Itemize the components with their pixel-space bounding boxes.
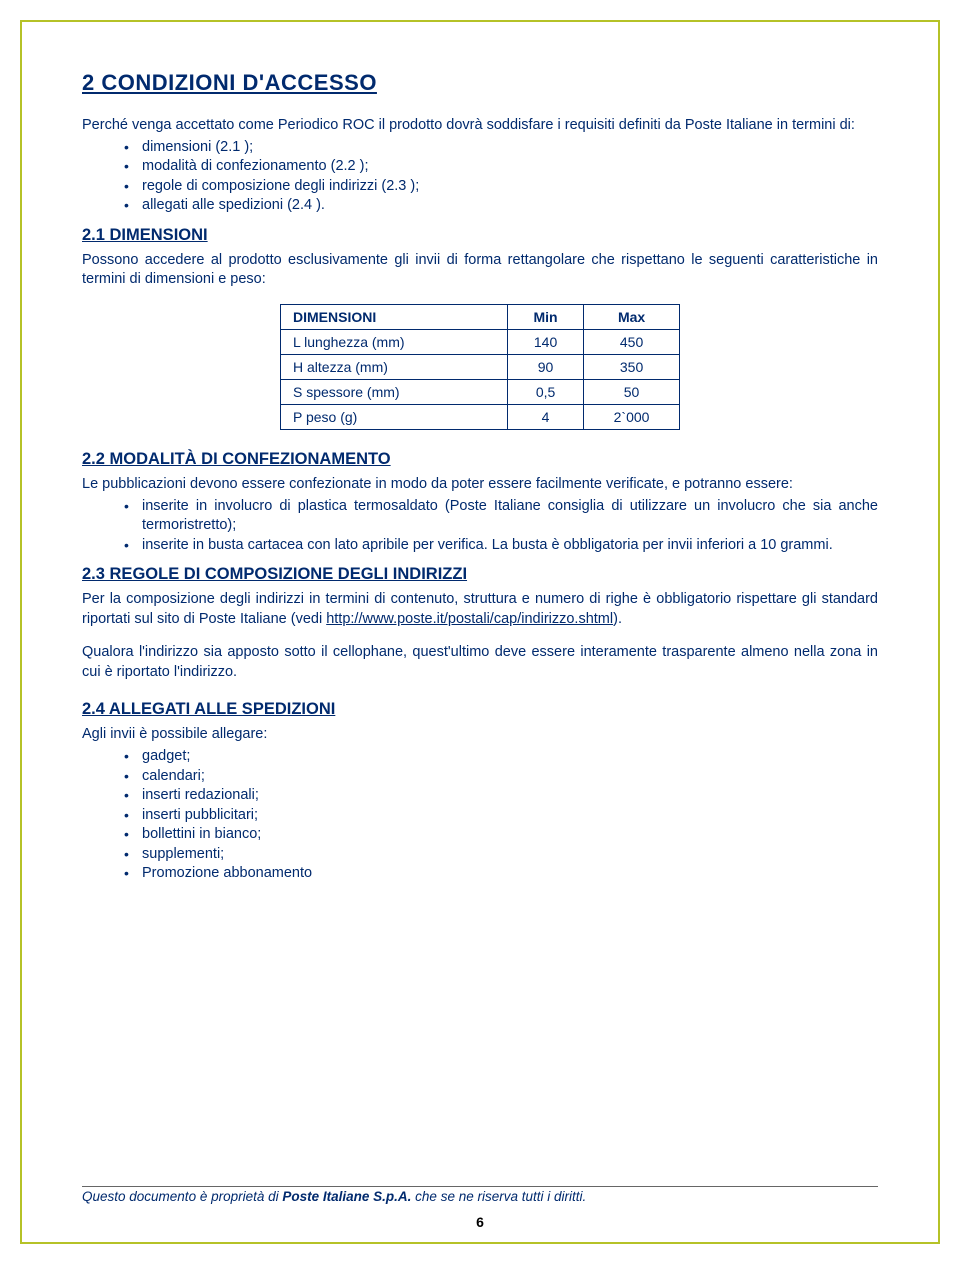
table-cell: 0,5 — [508, 379, 584, 404]
list-item: inserti redazionali; — [124, 786, 878, 806]
dimensions-table-wrap: DIMENSIONI Min Max L lunghezza (mm) 140 … — [280, 304, 680, 430]
document-page: 2 CONDIZIONI D'ACCESSO Perché venga acce… — [20, 20, 940, 1244]
table-row: P peso (g) 4 2`000 — [281, 404, 680, 429]
intro-list: dimensioni (2.1 ); modalità di confezion… — [82, 138, 878, 216]
section-2-3-heading: 2.3 REGOLE DI COMPOSIZIONE DEGLI INDIRIZ… — [82, 565, 878, 584]
list-item: bollettini in bianco; — [124, 825, 878, 845]
list-item: calendari; — [124, 767, 878, 787]
list-item: supplementi; — [124, 845, 878, 865]
list-item: allegati alle spedizioni (2.4 ). — [124, 196, 878, 216]
table-cell: 2`000 — [584, 404, 680, 429]
table-header: DIMENSIONI — [281, 304, 508, 329]
table-cell: S spessore (mm) — [281, 379, 508, 404]
section-2-4-paragraph: Agli invii è possibile allegare: — [82, 725, 878, 745]
table-cell: 450 — [584, 329, 680, 354]
url-link[interactable]: http://www.poste.it/postali/cap/indirizz… — [326, 611, 613, 627]
list-item: modalità di confezionamento (2.2 ); — [124, 157, 878, 177]
footer-text: Questo documento è proprietà di — [82, 1189, 282, 1204]
table-cell: 4 — [508, 404, 584, 429]
list-item: inserti pubblicitari; — [124, 806, 878, 826]
table-row: S spessore (mm) 0,5 50 — [281, 379, 680, 404]
footer-company: Poste Italiane S.p.A. — [282, 1189, 411, 1204]
list-item: dimensioni (2.1 ); — [124, 138, 878, 158]
footer-note: Questo documento è proprietà di Poste It… — [82, 1186, 878, 1204]
list-item: Promozione abbonamento — [124, 864, 878, 884]
table-cell: 140 — [508, 329, 584, 354]
page-title: 2 CONDIZIONI D'ACCESSO — [82, 70, 878, 96]
page-number: 6 — [22, 1214, 938, 1230]
table-cell: H altezza (mm) — [281, 354, 508, 379]
table-cell: 90 — [508, 354, 584, 379]
section-2-1-paragraph: Possono accedere al prodotto esclusivame… — [82, 251, 878, 290]
list-item: inserite in busta cartacea con lato apri… — [124, 536, 878, 556]
table-cell: 350 — [584, 354, 680, 379]
dimensions-table: DIMENSIONI Min Max L lunghezza (mm) 140 … — [280, 304, 680, 430]
intro-paragraph: Perché venga accettato come Periodico RO… — [82, 116, 878, 136]
list-item: regole di composizione degli indirizzi (… — [124, 177, 878, 197]
section-2-3-paragraph-2: Qualora l'indirizzo sia apposto sotto il… — [82, 643, 878, 682]
table-header: Min — [508, 304, 584, 329]
table-row: H altezza (mm) 90 350 — [281, 354, 680, 379]
section-2-2-paragraph: Le pubblicazioni devono essere confezion… — [82, 475, 878, 495]
section-2-3-paragraph-1: Per la composizione degli indirizzi in t… — [82, 590, 878, 629]
list-item: gadget; — [124, 747, 878, 767]
table-cell: 50 — [584, 379, 680, 404]
section-2-2-list: inserite in involucro di plastica termos… — [82, 497, 878, 556]
table-header: Max — [584, 304, 680, 329]
section-2-2-heading: 2.2 MODALITÀ DI CONFEZIONAMENTO — [82, 450, 878, 469]
section-2-1-heading: 2.1 DIMENSIONI — [82, 226, 878, 245]
text: ). — [613, 611, 622, 627]
section-2-4-list: gadget; calendari; inserti redazionali; … — [82, 747, 878, 884]
list-item: inserite in involucro di plastica termos… — [124, 497, 878, 536]
footer-text: che se ne riserva tutti i diritti. — [411, 1189, 586, 1204]
section-2-4-heading: 2.4 ALLEGATI ALLE SPEDIZIONI — [82, 700, 878, 719]
table-row: L lunghezza (mm) 140 450 — [281, 329, 680, 354]
table-cell: L lunghezza (mm) — [281, 329, 508, 354]
table-cell: P peso (g) — [281, 404, 508, 429]
